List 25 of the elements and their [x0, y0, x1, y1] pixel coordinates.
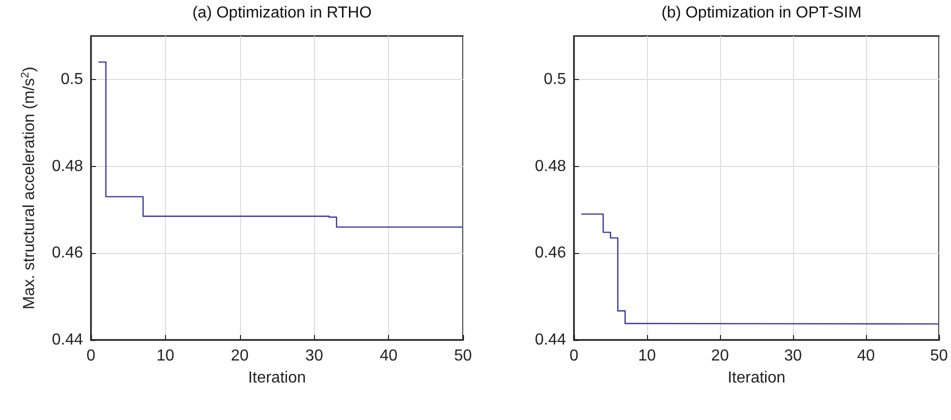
chart-title: (b) Optimization in OPT-SIM: [661, 4, 862, 22]
x-tick-label: 20: [230, 348, 249, 364]
y-tick-label: 0.44: [534, 332, 566, 348]
y-tick-label: 0.5: [60, 70, 84, 88]
x-tick-label: 0: [86, 348, 96, 364]
x-tick-label: 10: [156, 348, 174, 364]
x-tick-label: 20: [711, 348, 729, 364]
x-tick-label: 50: [930, 348, 948, 364]
chart-title: (a) Optimization in RTHO: [192, 4, 372, 22]
x-tick-label: 0: [570, 348, 579, 364]
y-tick-label: 0.48: [52, 158, 84, 175]
y-axis-title: Max. structural acceleration (m/s2): [20, 66, 38, 310]
x-tick-label: 30: [305, 348, 324, 364]
x-tick-label: 30: [784, 348, 802, 364]
y-tick-label: 0.46: [534, 244, 566, 262]
x-axis-title: Iteration: [728, 370, 786, 386]
y-tick-label: 0.48: [534, 158, 566, 175]
x-axis-title: Iteration: [248, 370, 306, 386]
y-tick-label: 0.5: [544, 70, 566, 88]
y-tick-label: 0.44: [52, 332, 84, 348]
x-tick-label: 40: [380, 348, 398, 364]
y-tick-label: 0.46: [52, 244, 84, 262]
x-tick-label: 10: [638, 348, 656, 364]
x-tick-label: 40: [857, 348, 875, 364]
x-tick-label: 50: [454, 348, 472, 364]
